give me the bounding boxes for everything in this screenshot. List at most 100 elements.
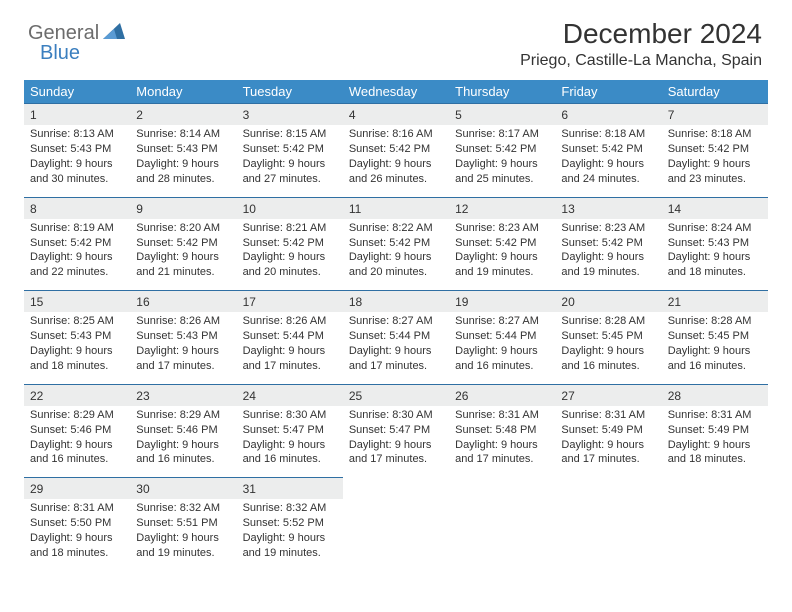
day-content-cell: Sunrise: 8:27 AMSunset: 5:44 PMDaylight:… [343,312,449,384]
sunrise-line: Sunrise: 8:27 AM [455,314,549,329]
daylight-line: Daylight: 9 hours and 23 minutes. [668,157,762,187]
sunset-line: Sunset: 5:42 PM [455,142,549,157]
day-content-cell [449,499,555,570]
day-number-cell: 29 [24,478,130,500]
day-content-cell: Sunrise: 8:26 AMSunset: 5:44 PMDaylight:… [237,312,343,384]
sunset-line: Sunset: 5:42 PM [243,142,337,157]
day-content-cell: Sunrise: 8:32 AMSunset: 5:52 PMDaylight:… [237,499,343,570]
day-number-cell: 22 [24,384,130,406]
day-number-cell: 4 [343,104,449,126]
daylight-line: Daylight: 9 hours and 18 minutes. [668,250,762,280]
day-number-cell: 20 [555,291,661,313]
day-content-cell: Sunrise: 8:16 AMSunset: 5:42 PMDaylight:… [343,125,449,197]
day-number-cell: 26 [449,384,555,406]
day-content-cell [662,499,768,570]
day-number-cell: 11 [343,197,449,219]
sunset-line: Sunset: 5:42 PM [455,236,549,251]
sunset-line: Sunset: 5:43 PM [30,142,124,157]
day-number-cell: 27 [555,384,661,406]
day-number-cell: 1 [24,104,130,126]
day-content-cell: Sunrise: 8:26 AMSunset: 5:43 PMDaylight:… [130,312,236,384]
location-subtitle: Priego, Castille-La Mancha, Spain [24,52,762,70]
day-number-cell: 5 [449,104,555,126]
sunrise-line: Sunrise: 8:31 AM [455,408,549,423]
day-number-cell: 3 [237,104,343,126]
day-number-cell [662,478,768,500]
day-number-cell: 13 [555,197,661,219]
sunset-line: Sunset: 5:52 PM [243,516,337,531]
daylight-line: Daylight: 9 hours and 25 minutes. [455,157,549,187]
sunset-line: Sunset: 5:42 PM [561,236,655,251]
sunrise-line: Sunrise: 8:15 AM [243,127,337,142]
day-number-cell: 16 [130,291,236,313]
sunset-line: Sunset: 5:43 PM [136,142,230,157]
page-header: December 2024 Priego, Castille-La Mancha… [24,18,768,70]
sunset-line: Sunset: 5:48 PM [455,423,549,438]
day-content-cell: Sunrise: 8:14 AMSunset: 5:43 PMDaylight:… [130,125,236,197]
day-content-cell: Sunrise: 8:23 AMSunset: 5:42 PMDaylight:… [449,219,555,291]
daylight-line: Daylight: 9 hours and 27 minutes. [243,157,337,187]
day-content-cell: Sunrise: 8:31 AMSunset: 5:49 PMDaylight:… [555,406,661,478]
day-number-row: 22232425262728 [24,384,768,406]
sunrise-line: Sunrise: 8:30 AM [349,408,443,423]
day-content-row: Sunrise: 8:19 AMSunset: 5:42 PMDaylight:… [24,219,768,291]
sunset-line: Sunset: 5:47 PM [349,423,443,438]
sunset-line: Sunset: 5:42 PM [136,236,230,251]
sunrise-line: Sunrise: 8:21 AM [243,221,337,236]
day-number-cell: 9 [130,197,236,219]
day-number-cell: 17 [237,291,343,313]
sunrise-line: Sunrise: 8:23 AM [455,221,549,236]
day-content-cell: Sunrise: 8:27 AMSunset: 5:44 PMDaylight:… [449,312,555,384]
sunset-line: Sunset: 5:43 PM [30,329,124,344]
sunrise-line: Sunrise: 8:27 AM [349,314,443,329]
day-number-cell: 24 [237,384,343,406]
sunset-line: Sunset: 5:43 PM [668,236,762,251]
day-content-row: Sunrise: 8:13 AMSunset: 5:43 PMDaylight:… [24,125,768,197]
daylight-line: Daylight: 9 hours and 16 minutes. [561,344,655,374]
sunset-line: Sunset: 5:44 PM [243,329,337,344]
day-content-row: Sunrise: 8:31 AMSunset: 5:50 PMDaylight:… [24,499,768,570]
day-content-cell: Sunrise: 8:29 AMSunset: 5:46 PMDaylight:… [24,406,130,478]
sunset-line: Sunset: 5:42 PM [349,236,443,251]
sunrise-line: Sunrise: 8:25 AM [30,314,124,329]
day-number-row: 293031 [24,478,768,500]
daylight-line: Daylight: 9 hours and 21 minutes. [136,250,230,280]
daylight-line: Daylight: 9 hours and 16 minutes. [668,344,762,374]
daylight-line: Daylight: 9 hours and 18 minutes. [30,531,124,561]
daylight-line: Daylight: 9 hours and 16 minutes. [455,344,549,374]
day-content-cell: Sunrise: 8:31 AMSunset: 5:49 PMDaylight:… [662,406,768,478]
day-number-cell: 30 [130,478,236,500]
day-number-cell: 28 [662,384,768,406]
day-content-cell: Sunrise: 8:31 AMSunset: 5:48 PMDaylight:… [449,406,555,478]
sunset-line: Sunset: 5:51 PM [136,516,230,531]
sunrise-line: Sunrise: 8:24 AM [668,221,762,236]
weekday-header: Monday [130,80,236,104]
day-number-cell: 12 [449,197,555,219]
weekday-header: Sunday [24,80,130,104]
day-content-cell: Sunrise: 8:29 AMSunset: 5:46 PMDaylight:… [130,406,236,478]
weekday-header: Tuesday [237,80,343,104]
day-number-cell [449,478,555,500]
sunrise-line: Sunrise: 8:28 AM [561,314,655,329]
day-number-cell: 21 [662,291,768,313]
day-content-cell [343,499,449,570]
sunrise-line: Sunrise: 8:17 AM [455,127,549,142]
weekday-header-row: Sunday Monday Tuesday Wednesday Thursday… [24,80,768,104]
day-content-cell [555,499,661,570]
sunrise-line: Sunrise: 8:29 AM [30,408,124,423]
daylight-line: Daylight: 9 hours and 17 minutes. [349,438,443,468]
daylight-line: Daylight: 9 hours and 19 minutes. [561,250,655,280]
day-content-cell: Sunrise: 8:25 AMSunset: 5:43 PMDaylight:… [24,312,130,384]
day-number-cell [555,478,661,500]
day-number-cell: 8 [24,197,130,219]
day-number-row: 891011121314 [24,197,768,219]
sunrise-line: Sunrise: 8:28 AM [668,314,762,329]
daylight-line: Daylight: 9 hours and 17 minutes. [243,344,337,374]
day-content-cell: Sunrise: 8:32 AMSunset: 5:51 PMDaylight:… [130,499,236,570]
weekday-header: Friday [555,80,661,104]
sunset-line: Sunset: 5:43 PM [136,329,230,344]
day-content-cell: Sunrise: 8:19 AMSunset: 5:42 PMDaylight:… [24,219,130,291]
sunset-line: Sunset: 5:45 PM [668,329,762,344]
day-number-cell: 2 [130,104,236,126]
sunset-line: Sunset: 5:42 PM [561,142,655,157]
